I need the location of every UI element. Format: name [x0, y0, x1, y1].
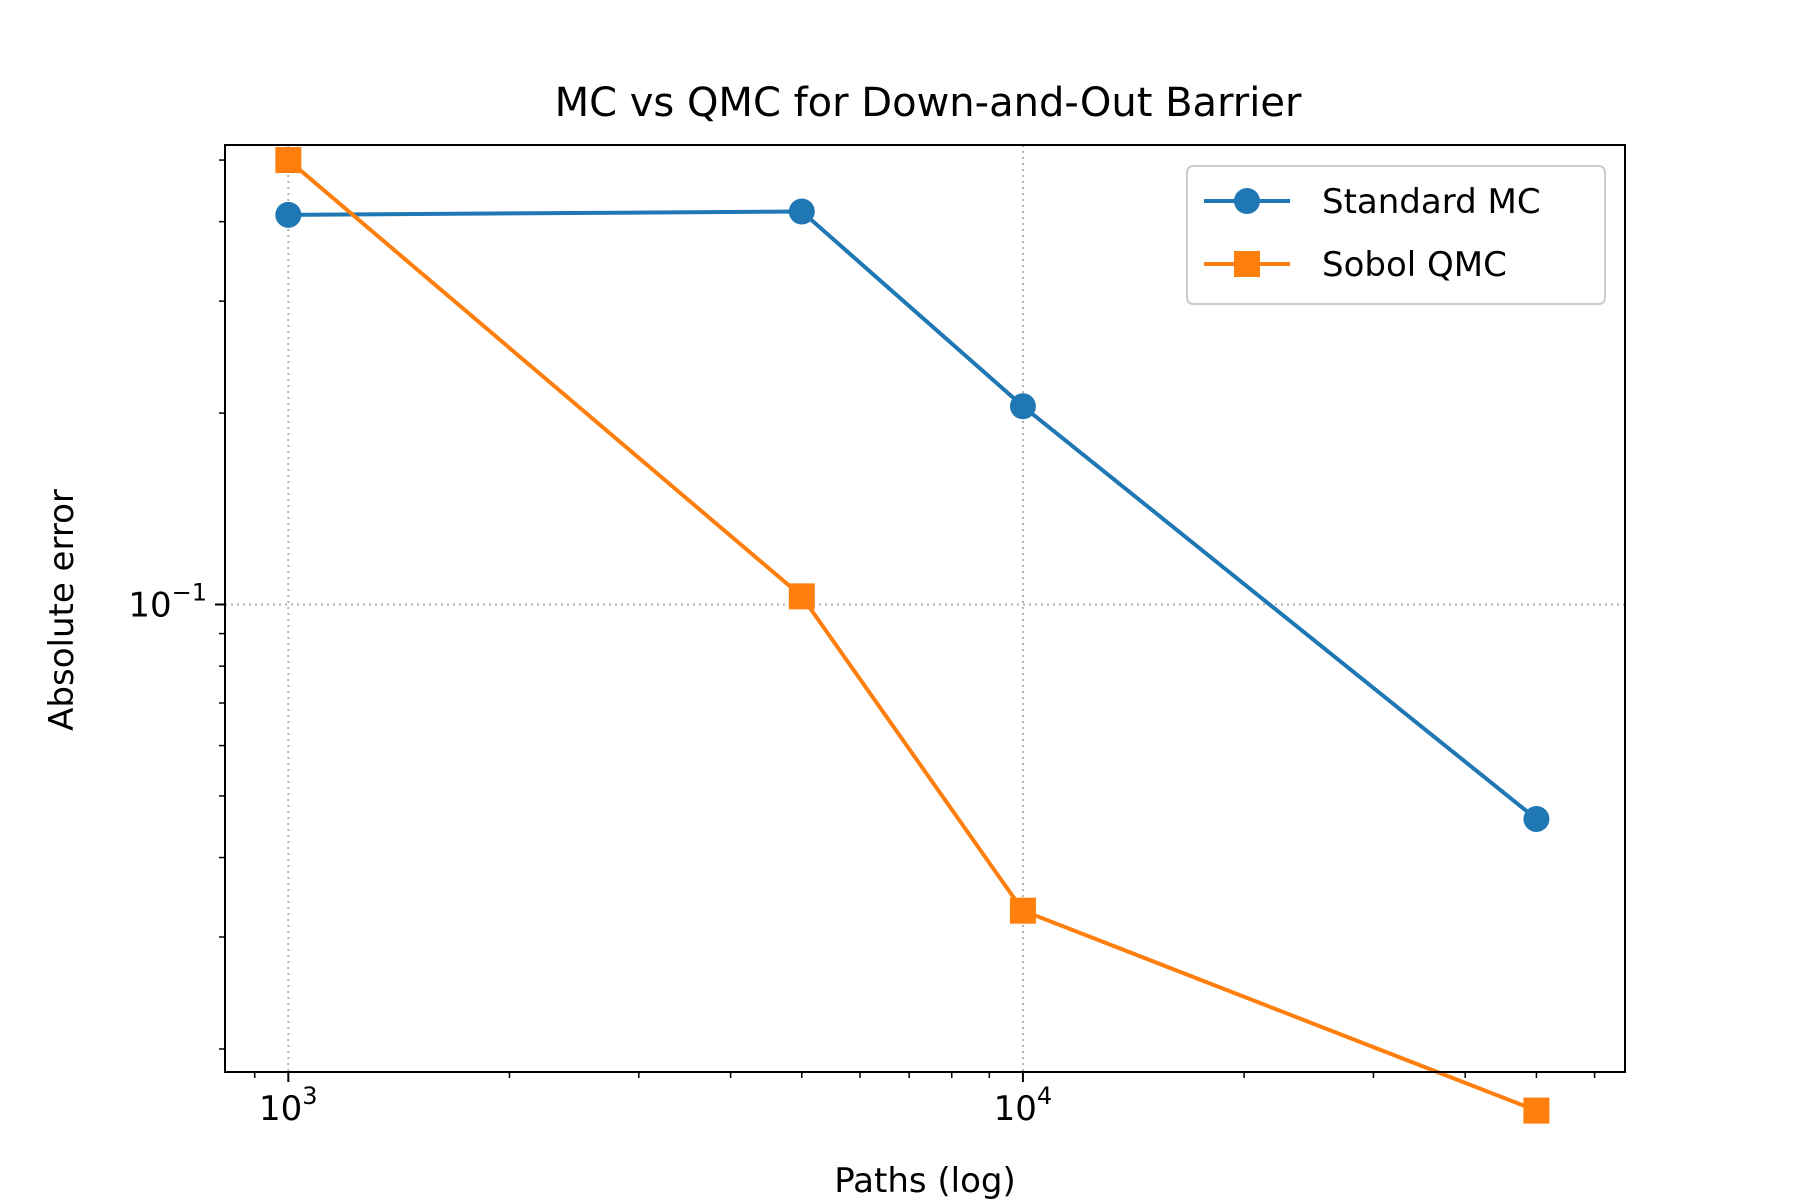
- data-point: [788, 583, 815, 610]
- x-tick-label: 104: [994, 1082, 1053, 1129]
- data-point: [275, 147, 302, 174]
- legend-box: [1186, 165, 1606, 305]
- legend-marker: [1234, 188, 1260, 214]
- y-axis-label: Absolute error: [42, 489, 82, 731]
- x-axis-label: Paths (log): [834, 1161, 1016, 1200]
- data-point: [275, 201, 302, 228]
- legend-marker: [1234, 251, 1260, 277]
- legend: Standard MC Sobol QMC: [1186, 165, 1606, 305]
- y-axis-ticks: 10−1: [128, 159, 225, 1050]
- data-point: [1523, 1097, 1550, 1124]
- x-axis-ticks: 103 104: [253, 1072, 1596, 1129]
- series-line-1: [288, 209, 1538, 821]
- series-line-2: [287, 158, 1538, 1113]
- plot-series: [275, 147, 1550, 1124]
- data-point: [1009, 393, 1036, 420]
- legend-label: Standard MC: [1322, 182, 1541, 222]
- plot-area-frame: [224, 144, 1626, 1073]
- data-point: [1009, 897, 1036, 924]
- chart-title: MC vs QMC for Down-and-Out Barrier: [555, 80, 1302, 126]
- data-point: [788, 198, 815, 225]
- legend-label: Sobol QMC: [1322, 245, 1507, 285]
- grid-lines: [225, 145, 1625, 1072]
- y-tick-label: 10−1: [128, 579, 207, 626]
- data-point: [1523, 805, 1550, 832]
- x-tick-label: 103: [259, 1082, 318, 1129]
